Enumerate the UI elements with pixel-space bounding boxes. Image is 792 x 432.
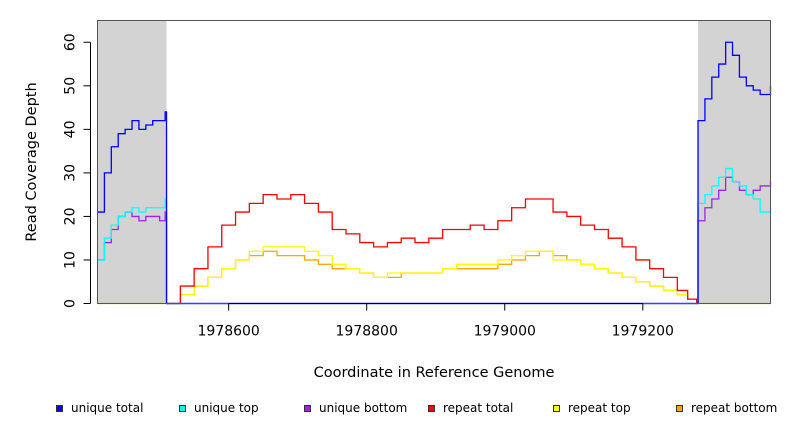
legend-swatch (676, 404, 683, 412)
legend-item-unique-bottom: unique bottom (304, 398, 407, 418)
series-line-unique-total (97, 41, 772, 305)
shaded-regions (97, 20, 771, 304)
y-tick-label: 10 (63, 251, 79, 269)
legend-item-unique-top: unique top (179, 398, 259, 418)
x-tick-label: 1978600 (197, 324, 259, 340)
series-line-repeat-top (166, 246, 698, 305)
y-tick-label: 60 (63, 33, 79, 51)
series-line-unique-bottom (97, 176, 772, 305)
legend-label: unique total (71, 401, 144, 415)
legend-label: unique bottom (319, 401, 408, 415)
coverage-chart: 1978600 1978800 1979000 1979200 0 10 20 30 40 50… (24, 20, 772, 381)
y-tick-label: 30 (63, 164, 79, 182)
legend-label: repeat bottom (691, 401, 778, 415)
x-axis-title: Coordinate in Reference Genome (314, 365, 555, 381)
legend: unique total unique top unique bottom repea… (0, 398, 792, 420)
y-axis-title: Read Coverage Depth (24, 82, 40, 241)
x-axis: 1978600 1978800 1979000 1979200 (197, 303, 674, 340)
legend-swatch (56, 404, 63, 412)
legend-swatch (553, 404, 560, 412)
legend-swatch (179, 404, 186, 412)
legend-label: unique top (194, 401, 259, 415)
legend-label: repeat total (443, 401, 514, 415)
series-line-repeat-total (166, 194, 698, 305)
legend-swatch (304, 404, 311, 412)
plot-frame (97, 20, 771, 304)
series-line-unique-top (97, 167, 772, 305)
legend-label: repeat top (568, 401, 631, 415)
y-axis: 0 10 20 30 40 50 60 (63, 33, 91, 308)
legend-item-repeat-bottom: repeat bottom (676, 398, 777, 418)
shaded-region (97, 20, 167, 304)
legend-swatch (428, 404, 435, 412)
x-tick-label: 1979000 (474, 324, 536, 340)
x-tick-label: 1978800 (336, 324, 398, 340)
shaded-region (698, 20, 771, 304)
legend-item-unique-total: unique total (56, 398, 143, 418)
legend-item-repeat-total: repeat total (428, 398, 513, 418)
y-tick-label: 50 (63, 77, 79, 95)
y-tick-label: 40 (63, 120, 79, 138)
y-tick-label: 20 (63, 208, 79, 226)
y-tick-label: 0 (63, 299, 79, 308)
legend-item-repeat-top: repeat top (553, 398, 631, 418)
x-tick-label: 1979200 (612, 324, 674, 340)
series-lines (97, 41, 772, 305)
